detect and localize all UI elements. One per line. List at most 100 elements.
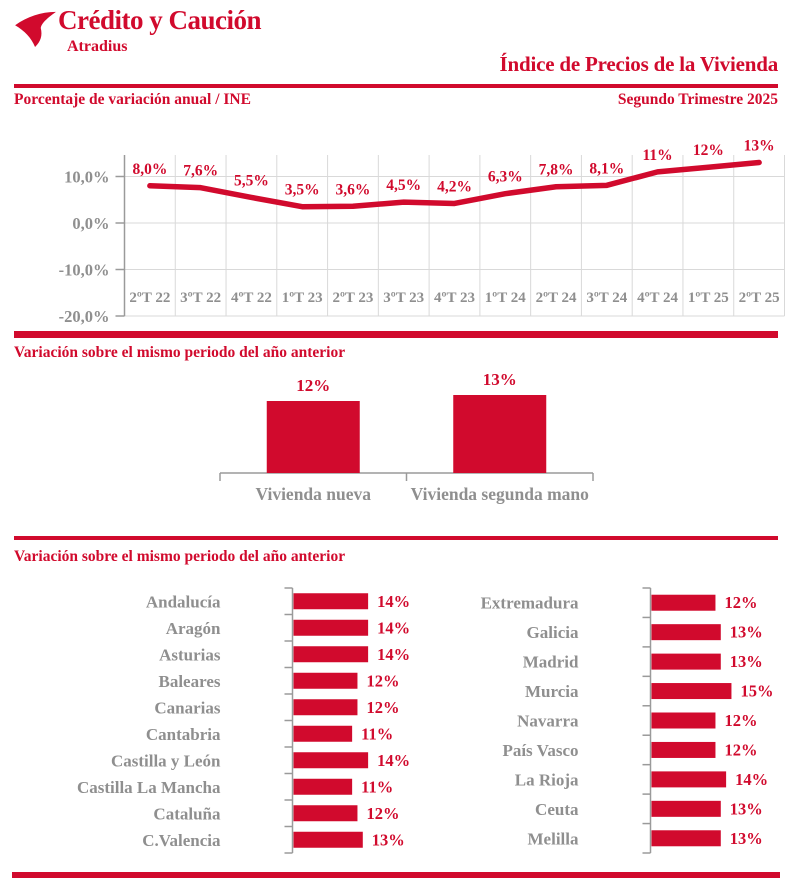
data-label: 7,6% <box>183 163 218 180</box>
data-label: 4,5% <box>386 177 421 194</box>
price-index-line <box>147 159 762 210</box>
region-value-label: 12% <box>366 698 399 717</box>
brand-subname: Atradius <box>67 37 128 55</box>
data-label: 8,1% <box>589 160 624 177</box>
section-divider-2 <box>14 536 778 540</box>
x-axis-label: 3ºT 24 <box>586 290 627 306</box>
x-axis-label: 4ºT 23 <box>434 290 475 306</box>
region-label: Extremadura <box>481 594 579 613</box>
bar-value-label: 13% <box>483 370 517 389</box>
region-value-label: 11% <box>361 724 393 743</box>
data-label: 3,6% <box>336 181 371 198</box>
brand-header: Crédito y Caución Atradius <box>14 5 262 56</box>
region-value-label: 13% <box>730 623 763 642</box>
region-bar <box>293 672 358 689</box>
region-bar <box>651 594 716 611</box>
region-label: La Rioja <box>515 770 579 789</box>
region-bar <box>651 830 721 847</box>
footer-divider <box>12 872 780 878</box>
x-axis-label: 4ºT 24 <box>637 290 678 306</box>
data-label: 3,5% <box>285 182 320 199</box>
line-chart-subtitle: Porcentaje de variación anual / INE <box>14 91 251 108</box>
regions-hbar-chart: Andalucía 14% Aragón 14% Asturias 14% Baleares… <box>77 587 773 854</box>
x-axis-label: 1ºT 23 <box>282 290 323 306</box>
x-axis-label: 2ºT 23 <box>332 290 373 306</box>
region-label: Madrid <box>523 653 579 672</box>
region-label: Melilla <box>528 829 579 848</box>
y-axis-label: -10,0% <box>59 261 110 280</box>
region-label: Andalucía <box>146 592 221 611</box>
region-bar <box>651 800 721 817</box>
brand-bird-icon <box>15 11 56 48</box>
region-bar <box>293 831 363 848</box>
section-heading-region-chart: Variación sobre el mismo periodo del año… <box>14 548 346 565</box>
bar-value-label: 12% <box>296 376 330 395</box>
region-label: Murcia <box>525 682 579 701</box>
region-value-label: 12% <box>724 593 757 612</box>
housing-type-bar-chart: 12% Vivienda nueva 13% Vivienda segunda man… <box>219 370 594 504</box>
data-label: 7,8% <box>539 162 574 179</box>
region-value-label: 13% <box>730 799 763 818</box>
region-value-label: 13% <box>372 830 405 849</box>
region-bar <box>651 624 721 641</box>
region-bar <box>651 771 727 788</box>
region-bar <box>293 805 358 822</box>
x-axis-label: 3ºT 23 <box>383 290 424 306</box>
region-label: Aragón <box>166 619 221 638</box>
region-label: Cataluña <box>153 804 221 823</box>
bar <box>266 401 360 473</box>
x-axis-label: 2ºT 25 <box>739 290 780 306</box>
data-label: 4,2% <box>437 178 472 195</box>
x-axis-label: 2ºT 22 <box>129 290 170 306</box>
data-label: 6,3% <box>488 169 523 186</box>
region-label: Baleares <box>158 672 220 691</box>
data-label: 11% <box>642 147 672 164</box>
region-value-label: 14% <box>735 770 768 789</box>
bar <box>453 395 547 473</box>
region-value-label: 12% <box>724 740 757 759</box>
region-bar <box>651 712 716 729</box>
region-label: Castilla y León <box>111 751 221 770</box>
region-bar <box>651 741 716 758</box>
region-value-label: 11% <box>361 777 393 796</box>
region-bar <box>293 593 369 610</box>
region-value-label: 14% <box>377 645 410 664</box>
x-axis-label: 1ºT 24 <box>485 290 526 306</box>
region-bar <box>293 752 369 769</box>
period-label: Segundo Trimestre 2025 <box>617 91 778 108</box>
region-label: Galicia <box>527 623 579 642</box>
data-label: 12% <box>693 142 724 159</box>
x-axis-label: 4ºT 22 <box>231 290 272 306</box>
region-bar <box>651 683 732 700</box>
data-label: 5,5% <box>234 172 269 189</box>
region-bar <box>293 778 353 795</box>
region-label: Castilla La Mancha <box>77 778 221 797</box>
region-label: C.Valencia <box>142 831 221 850</box>
data-label: 13% <box>744 138 775 155</box>
annual-variation-line-chart: 10,0% 0,0% -10,0% -20,0% 2ºT 22 3ºT 22 4ºT 22 1… <box>59 138 785 326</box>
y-axis-label: 10,0% <box>64 168 109 187</box>
section-divider <box>14 331 778 338</box>
region-value-label: 12% <box>366 671 399 690</box>
bar-category-label: Vivienda segunda mano <box>411 484 590 504</box>
region-label: Cantabria <box>146 725 221 744</box>
region-value-label: 14% <box>377 592 410 611</box>
region-label: Asturias <box>159 645 221 664</box>
page-title: Índice de Precios de la Vivienda <box>499 52 779 76</box>
region-value-label: 13% <box>730 829 763 848</box>
header-divider <box>14 84 778 88</box>
region-bar <box>651 653 721 670</box>
brand-name: Crédito y Caución <box>58 5 262 35</box>
region-value-label: 13% <box>730 652 763 671</box>
region-bar <box>293 699 358 716</box>
data-label: 8,0% <box>132 161 167 178</box>
region-value-label: 15% <box>740 682 773 701</box>
x-axis-label: 3ºT 22 <box>180 290 221 306</box>
x-axis-label: 1ºT 25 <box>688 290 729 306</box>
region-bar <box>293 646 369 663</box>
region-value-label: 14% <box>377 751 410 770</box>
region-label: Navarra <box>517 712 579 731</box>
y-axis-label: -20,0% <box>59 307 110 326</box>
region-bar <box>293 725 353 742</box>
